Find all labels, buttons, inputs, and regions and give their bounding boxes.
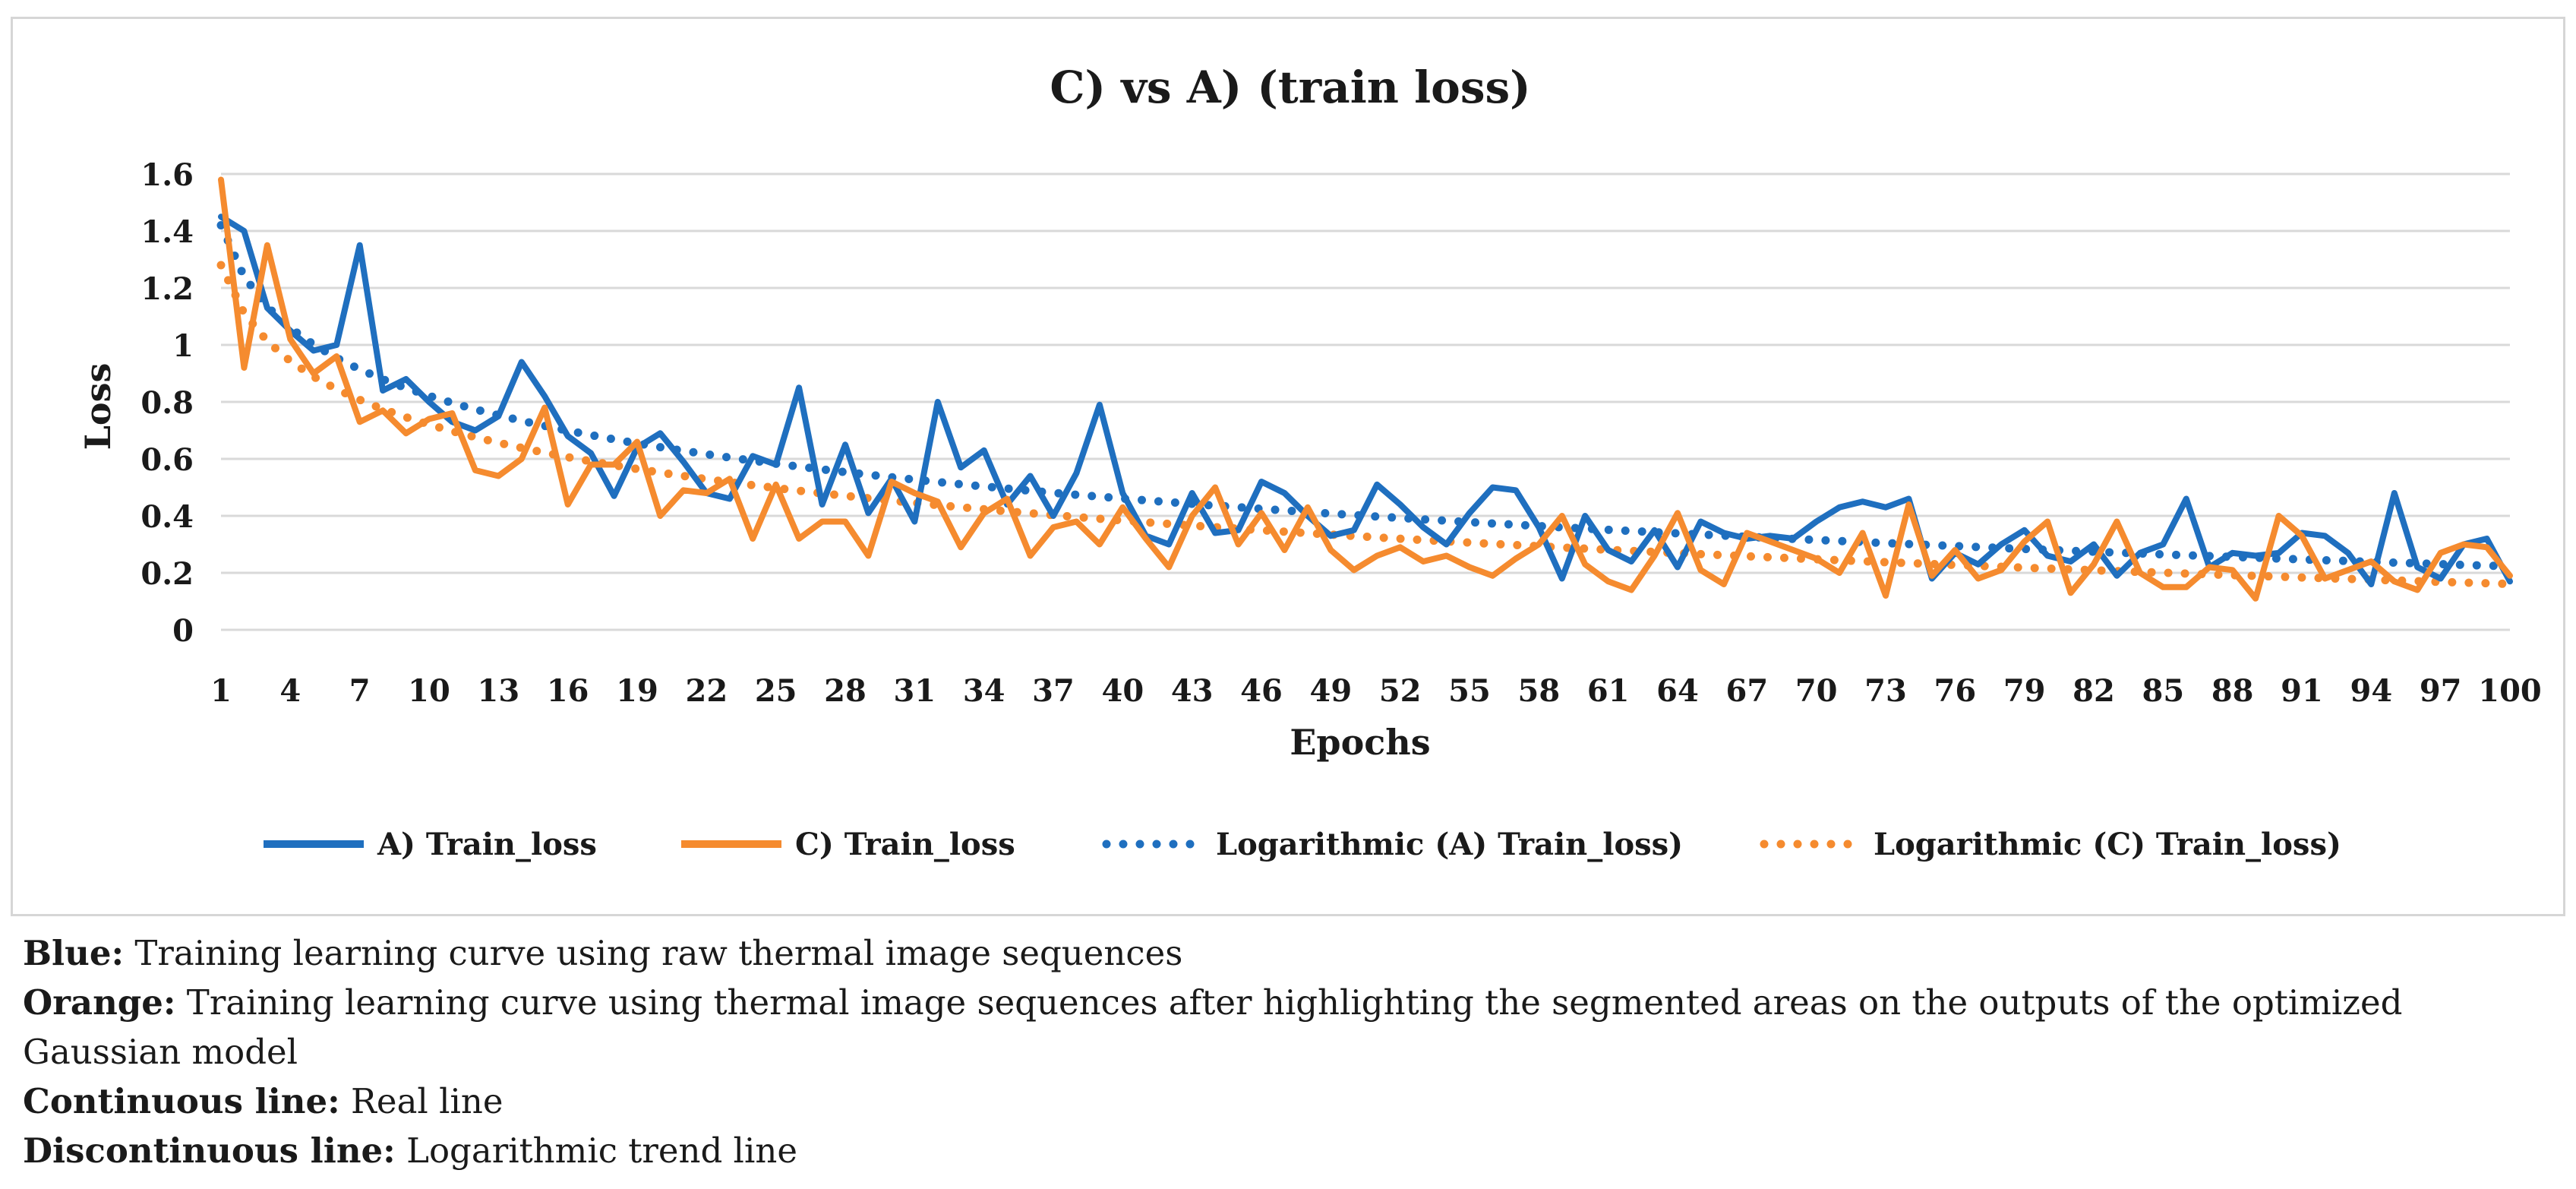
caption-line-continuous: Continuous line: Real line [23,1077,2559,1126]
x-tick-label: 7 [349,673,371,709]
y-tick-label: 0.4 [140,499,194,535]
x-tick-label: 28 [824,673,867,709]
y-tick-label: 1.6 [140,157,194,193]
caption-line-orange: Orange: Training learning curve using th… [23,978,2559,1077]
x-tick-label: 94 [2350,673,2392,709]
x-tick-label: 1 [210,673,232,709]
x-tick-label: 13 [477,673,519,709]
x-tick-label: 79 [2003,673,2046,709]
chart-title: C) vs A) (train loss) [1050,62,1530,113]
caption-text-discontinuous: Logarithmic trend line [395,1130,797,1171]
x-tick-labels: 1 4 7 10 13 16 19 22 25 28 31 34 37 40 43 46 49 52 55 58 61 6… [210,673,2542,709]
x-tick-label: 10 [408,673,450,709]
chart-frame: C) vs A) (train loss) 0 0.2 0.4 0.6 0.8 1 1.2 1… [11,17,2565,916]
legend-item-a: A) Train_loss [264,827,597,862]
x-tick-label: 37 [1032,673,1075,709]
x-tick-label: 85 [2142,673,2184,709]
gridlines [221,172,2510,631]
x-tick-label: 97 [2420,673,2462,709]
x-tick-label: 58 [1517,673,1560,709]
y-tick-label: 0.8 [140,385,194,421]
x-tick-label: 31 [893,673,936,709]
x-tick-label: 70 [1795,673,1838,709]
x-tick-label: 76 [1934,673,1976,709]
x-tick-label: 16 [547,673,589,709]
x-tick-label: 43 [1171,673,1214,709]
x-tick-label: 67 [1725,673,1768,709]
x-tick-label: 4 [279,673,301,709]
x-tick-label: 49 [1309,673,1352,709]
x-tick-label: 64 [1656,673,1699,709]
figure-caption: Blue: Training learning curve using raw … [23,928,2559,1175]
x-tick-label: 73 [1864,673,1907,709]
caption-label-blue: Blue: [23,933,125,973]
y-tick-label: 0.6 [140,442,194,478]
caption-text-blue: Training learning curve using raw therma… [124,933,1183,973]
caption-text-orange: Training learning curve using thermal im… [23,982,2403,1072]
series-line-a [218,213,2513,587]
x-tick-label: 100 [2478,673,2542,709]
legend-item-log-c: Logarithmic (C) Train_loss) [1760,827,2341,862]
y-tick-labels: 0 0.2 0.4 0.6 0.8 1 1.2 1.4 1.6 [140,157,194,649]
legend-label: C) Train_loss [795,827,1015,862]
x-tick-label: 22 [685,673,728,709]
x-tick-label: 55 [1448,673,1491,709]
x-tick-label: 52 [1379,673,1422,709]
legend-item-log-a: Logarithmic (A) Train_loss) [1102,827,1683,862]
legend-label: Logarithmic (A) Train_loss) [1216,827,1683,862]
caption-text-continuous: Real line [339,1081,504,1121]
x-tick-label: 25 [755,673,797,709]
legend-label: Logarithmic (C) Train_loss) [1874,827,2341,862]
legend: A) Train_loss C) Train_loss Logarithmic (A… [264,827,2341,862]
y-tick-label: 0 [172,613,194,649]
caption-line-discontinuous: Discontinuous line: Logarithmic trend li… [23,1126,2559,1175]
loss-chart: C) vs A) (train loss) 0 0.2 0.4 0.6 0.8 1 1.2 1… [77,62,2542,862]
x-axis-label: Epochs [1290,722,1430,763]
caption-label-discontinuous: Discontinuous line: [23,1130,396,1171]
x-tick-label: 91 [2281,673,2323,709]
y-tick-label: 1.2 [140,271,194,307]
legend-item-c: C) Train_loss [681,827,1015,862]
x-tick-label: 61 [1587,673,1630,709]
x-tick-label: 46 [1240,673,1283,709]
x-tick-label: 40 [1101,673,1144,709]
series-lines [216,176,2514,602]
x-tick-label: 34 [963,673,1005,709]
y-tick-label: 0.2 [140,556,194,592]
caption-label-orange: Orange: [23,982,176,1023]
x-tick-label: 88 [2211,673,2254,709]
x-tick-label: 19 [616,673,658,709]
series-line-c [218,176,2513,602]
y-tick-label: 1.4 [140,214,194,250]
y-tick-label: 1 [172,328,194,364]
legend-label: A) Train_loss [377,827,597,862]
y-axis-label: Loss [77,363,118,451]
caption-line-blue: Blue: Training learning curve using raw … [23,928,2559,978]
caption-label-continuous: Continuous line: [23,1081,340,1121]
x-tick-label: 82 [2072,673,2115,709]
